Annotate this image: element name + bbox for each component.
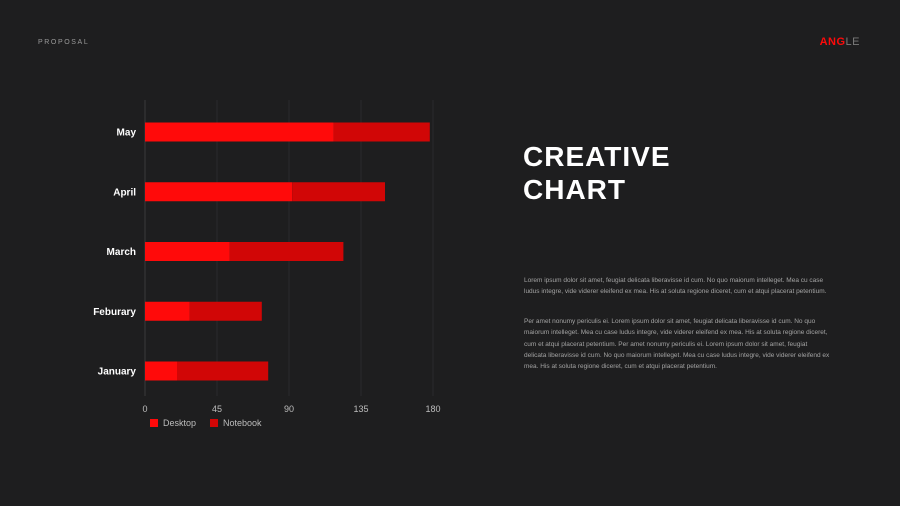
paragraph-1: Lorem ipsum dolor sit amet, feugiat deli… [524, 277, 827, 296]
bar-desktop-feburary [145, 301, 190, 321]
section-label: PROPOSAL [38, 39, 90, 46]
x-tick-label-180: 180 [425, 404, 440, 414]
category-label-may: May [117, 128, 137, 139]
category-label-march: March [107, 247, 136, 258]
bar-desktop-april [145, 182, 293, 202]
legend-item-desktop: Desktop [150, 418, 196, 428]
x-tick-label-90: 90 [284, 404, 294, 414]
legend-item-notebook: Notebook [210, 418, 262, 428]
legend-swatch-desktop [150, 419, 158, 427]
logo-accent-text: ANG [819, 36, 846, 48]
chart-legend: Desktop Notebook [150, 418, 262, 428]
bar-desktop-may [145, 122, 334, 142]
bar-notebook-may [333, 122, 430, 142]
legend-swatch-notebook [210, 419, 219, 427]
slide-title: CREATIVE CHART [523, 140, 671, 206]
paragraph-2: Per amet nonumy periculis ei. Lorem ipsu… [524, 318, 830, 371]
bar-chart: 0 45 90 135 180 May April March Feburary January [93, 100, 441, 414]
category-label-april: April [113, 187, 136, 198]
x-tick-label-0: 0 [142, 404, 147, 414]
category-label-feburary: Feburary [93, 307, 136, 318]
bar-notebook-feburary [189, 301, 262, 321]
bar-notebook-march [229, 242, 344, 261]
logo-rest-text: LE [845, 36, 860, 48]
title-line-1: CREATIVE [523, 141, 671, 172]
category-label-january: January [98, 367, 137, 378]
x-tick-label-45: 45 [212, 404, 222, 414]
bar-desktop-january [145, 361, 177, 381]
legend-label-notebook: Notebook [223, 418, 262, 428]
x-tick-label-135: 135 [353, 404, 368, 414]
bar-desktop-march [145, 242, 230, 261]
brand-logo: ANGLE [820, 36, 860, 48]
bar-notebook-january [177, 361, 269, 381]
bar-notebook-april [292, 182, 385, 202]
legend-label-desktop: Desktop [163, 418, 197, 428]
title-line-2: CHART [523, 174, 626, 205]
